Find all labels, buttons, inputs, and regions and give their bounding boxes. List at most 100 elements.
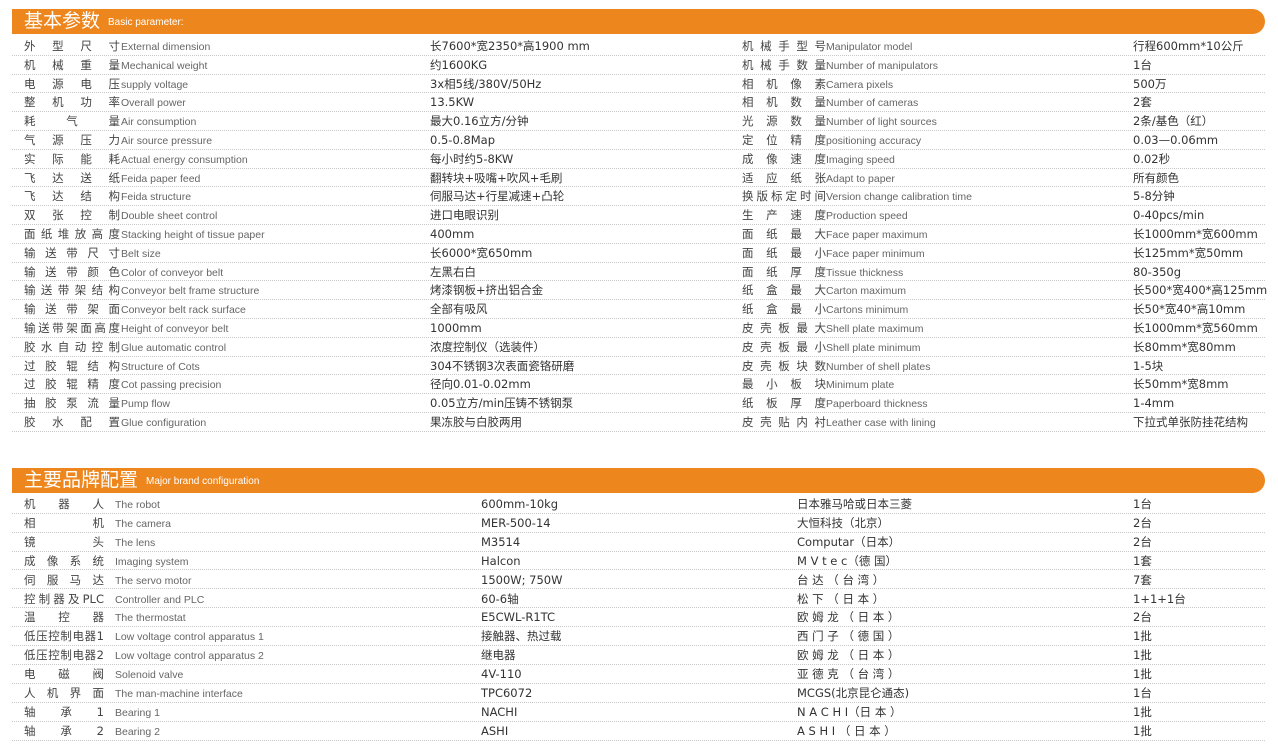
component-model: E5CWL-R1TC (481, 610, 556, 625)
param-value: 304不锈钢3次表面瓷铬研磨 (430, 358, 575, 373)
component-brand: Computar（日本） (797, 534, 901, 549)
param-value: 1台 (1133, 57, 1152, 72)
component-quantity: 1批 (1133, 704, 1152, 719)
component-brand: 松 下 （ 日 本 ） (797, 591, 885, 606)
param-label-cn: 飞达结构 (24, 189, 120, 204)
component-model: 接触器、热过载 (481, 629, 562, 644)
param-label-en: Carton maximum (826, 285, 906, 298)
basic-parameter-header: 基本参数 Basic parameter: (12, 9, 1265, 34)
param-label-cn: 光源数量 (742, 114, 826, 129)
param-value: 长1000mm*宽600mm (1133, 227, 1258, 241)
param-value: 浓度控制仪（选装件） (430, 339, 545, 354)
param-label-en: Feida paper feed (121, 172, 201, 185)
component-brand: 欧 姆 龙 （ 日 本 ） (797, 610, 900, 625)
component-quantity: 2台 (1133, 515, 1152, 530)
table-row: 低压控制电器1 Low voltage control apparatus 1 接触… (12, 627, 1265, 647)
param-label-en: Mechanical weight (121, 59, 208, 72)
component-label-en: The thermostat (115, 612, 186, 625)
component-brand: N A C H I（日 本 ） (797, 704, 902, 719)
component-quantity: 7套 (1133, 572, 1152, 587)
component-label-cn: 相机 (24, 515, 104, 530)
component-quantity: 1台 (1133, 497, 1152, 511)
param-label-en: Structure of Cots (121, 360, 200, 373)
param-value: 500万 (1133, 76, 1167, 91)
table-row: 低压控制电器2 Low voltage control apparatus 2 继电… (12, 646, 1265, 665)
param-label-en: Face paper maximum (826, 229, 928, 241)
component-brand: 大恒科技（北京） (797, 515, 889, 530)
param-value: 0-40pcs/min (1133, 208, 1205, 223)
component-model: 继电器 (481, 648, 516, 663)
component-label-cn: 控制器及PLC (24, 591, 104, 606)
table-row: 耗气量 Air consumption 最大0.16立方/分钟 光源数量 Number … (12, 112, 1265, 131)
component-label-en: The lens (115, 536, 156, 549)
param-value: 5-8分钟 (1133, 189, 1175, 204)
param-label-en: Paperboard thickness (826, 398, 928, 411)
component-brand: MCGS(北京昆仑通态) (797, 686, 910, 700)
param-label-en: Number of cameras (826, 97, 919, 110)
param-value: 3x相5线/380V/50Hz (430, 76, 542, 91)
param-label-cn: 皮壳板最小 (742, 339, 826, 354)
component-label-en: Solenoid valve (115, 669, 184, 682)
param-value: 进口电眼识别 (430, 208, 499, 223)
param-label-en: Conveyor belt frame structure (121, 285, 260, 298)
table-row: 面纸堆放高度 Stacking height of tissue paper 400… (12, 225, 1265, 244)
param-value: 80-350g (1133, 264, 1182, 279)
table-row: 人机界面 The man-machine interface TPC6072 MCGS… (12, 684, 1265, 703)
param-value: 径向0.01-0.02mm (430, 377, 531, 392)
param-label-en: Face paper minimum (826, 247, 925, 260)
component-brand: 日本雅马哈或日本三菱 (797, 497, 912, 511)
table-row: 过胶辊结构 Structure of Cots 304不锈钢3次表面瓷铬研磨 皮壳板块… (12, 357, 1265, 376)
param-label-en: Production speed (826, 210, 908, 223)
component-brand: 台 达 （ 台 湾 ） (797, 572, 885, 587)
table-row: 轴承1 Bearing 1 NACHI N A C H I（日 本 ） 1批 (12, 703, 1265, 722)
param-value: 13.5KW (430, 95, 475, 110)
param-value: 全部有吸风 (430, 302, 488, 317)
component-label-cn: 温控器 (24, 610, 104, 625)
table-row: 电磁阀 Solenoid valve 4V-110 亚 德 克 （ 台 湾 ） 1批 (12, 665, 1265, 684)
table-row: 成像系统 Imaging system Halcon M V t e c（德 国） 1套 (12, 552, 1265, 571)
table-row: 整机功率 Overall power 13.5KW 相机数量 Number of cam… (12, 93, 1265, 113)
table-row: 电源电压 supply voltage 3x相5线/380V/50Hz 相机像素 Cam… (12, 75, 1265, 94)
param-label-cn: 面纸最大 (742, 227, 826, 241)
param-label-en: Glue configuration (121, 417, 207, 429)
param-label-cn: 相机数量 (742, 95, 826, 110)
param-label-cn: 皮壳板最大 (742, 321, 826, 335)
section-title-cn: 基本参数 (24, 10, 101, 32)
component-label-cn: 机器人 (24, 497, 104, 511)
component-label-cn: 镜头 (24, 534, 104, 549)
table-row: 输送带颜色 Color of conveyor belt 左黑右白 面纸厚度 Tissu… (12, 263, 1265, 282)
param-label-en: Version change calibration time (826, 191, 972, 204)
param-value: 行程600mm*10公斤 (1133, 39, 1244, 53)
component-model: MER-500-14 (481, 515, 551, 530)
param-value: 2条/基色（红） (1133, 114, 1214, 129)
param-label-en: Double sheet control (121, 210, 218, 223)
param-label-cn: 机械手型号 (742, 39, 826, 53)
component-label-cn: 人机界面 (24, 686, 104, 700)
table-row: 温控器 The thermostat E5CWL-R1TC 欧 姆 龙 （ 日 本 ）… (12, 608, 1265, 628)
param-label-en: Height of conveyor belt (121, 323, 229, 335)
component-quantity: 1+1+1台 (1133, 591, 1186, 606)
table-row: 飞达结构 Feida structure 伺服马达+行星减速+凸轮 换版标定时间 Ver… (12, 187, 1265, 207)
param-label-cn: 整机功率 (24, 95, 120, 110)
param-label-en: Actual energy consumption (121, 153, 248, 166)
param-label-cn: 纸盒最大 (742, 283, 826, 298)
param-label-en: Leather case with lining (826, 417, 936, 429)
component-model: 1500W; 750W (481, 572, 563, 587)
param-value: 0.02秒 (1133, 151, 1171, 166)
param-label-cn: 生产速度 (742, 208, 826, 223)
param-label-en: Air source pressure (121, 135, 213, 147)
param-label-cn: 输送带架结构 (24, 283, 120, 298)
component-label-en: Bearing 2 (115, 725, 160, 738)
param-label-cn: 飞达送纸 (24, 170, 120, 185)
param-label-en: External dimension (121, 41, 211, 53)
param-value: 长7600*宽2350*高1900 mm (430, 39, 590, 53)
component-label-en: The camera (115, 517, 172, 530)
param-label-en: Number of manipulators (826, 59, 939, 72)
table-row: 飞达送纸 Feida paper feed 翻转块+吸嘴+吹风+毛刷 适应纸张 Adap… (12, 169, 1265, 188)
component-label-cn: 轴承1 (24, 704, 104, 719)
param-label-en: Cot passing precision (121, 379, 222, 392)
param-label-en: Feida structure (121, 191, 192, 204)
param-label-cn: 电源电压 (24, 76, 120, 91)
param-label-cn: 胶水自动控制 (24, 339, 120, 354)
component-quantity: 1批 (1133, 629, 1152, 644)
